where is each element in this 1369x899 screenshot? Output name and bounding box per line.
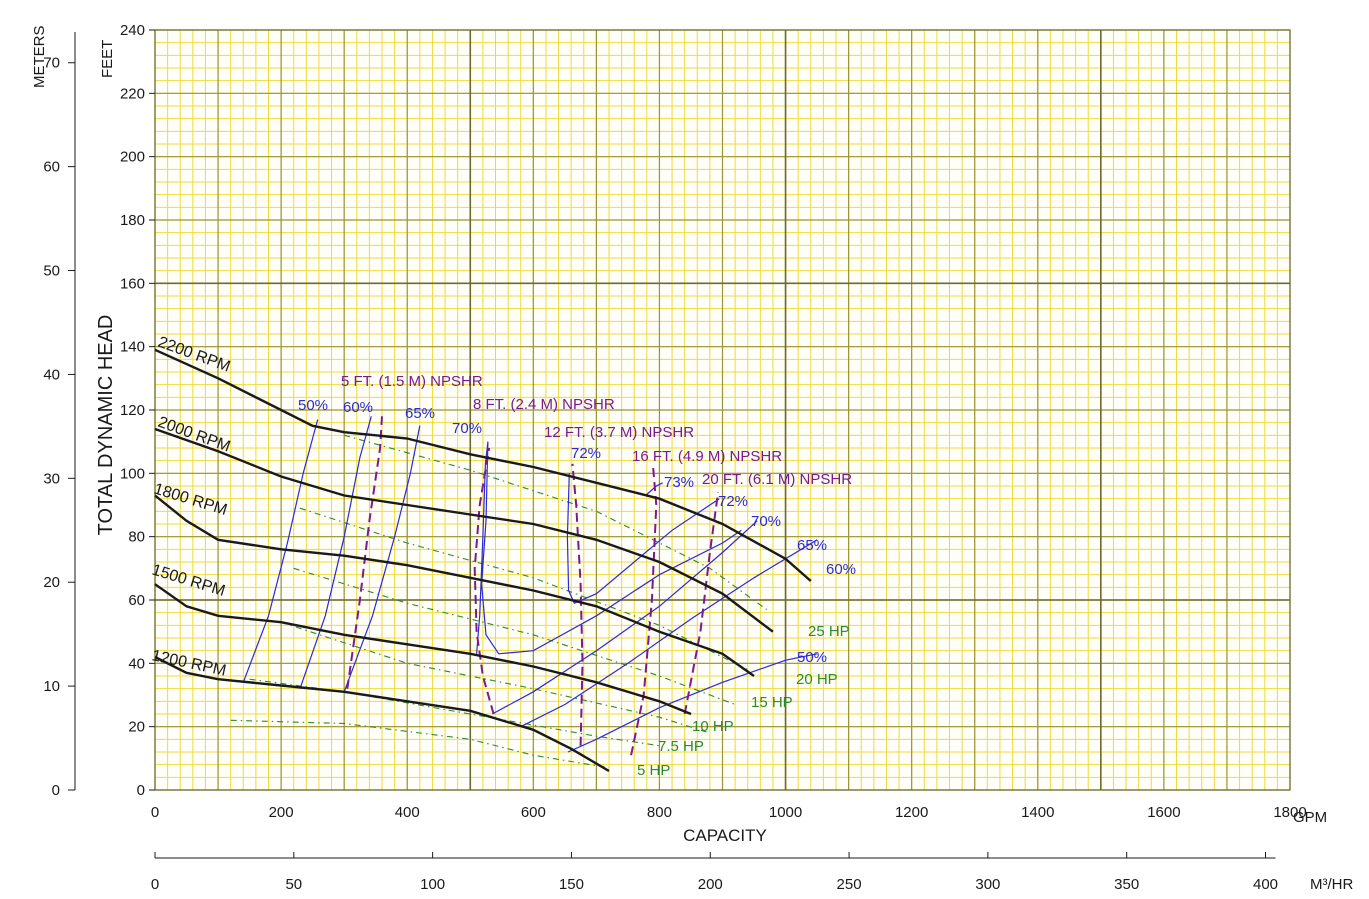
y2-tick-label: 60 bbox=[43, 159, 60, 176]
hp-label: 25 HP bbox=[808, 623, 850, 640]
x2-tick-label: 50 bbox=[285, 876, 302, 893]
y-tick-label: 180 bbox=[120, 212, 145, 229]
y-axis-title: TOTAL DYNAMIC HEAD bbox=[95, 315, 117, 536]
efficiency-label: 65% bbox=[797, 537, 827, 554]
y-tick-label: 20 bbox=[128, 719, 145, 736]
efficiency-curve bbox=[476, 441, 742, 655]
efficiency-label: 72% bbox=[571, 445, 601, 462]
y-tick-label: 0 bbox=[137, 782, 145, 799]
x2-tick-label: 250 bbox=[837, 876, 862, 893]
y2-tick-label: 30 bbox=[43, 470, 60, 487]
x2-tick-label: 300 bbox=[975, 876, 1000, 893]
x-tick-label: 1200 bbox=[895, 804, 928, 821]
curves bbox=[154, 348, 818, 773]
x-tick-label: 1000 bbox=[769, 804, 802, 821]
x-unit-label: GPM bbox=[1293, 809, 1327, 826]
efficiency-label: 73% bbox=[664, 474, 694, 491]
npshr-curve bbox=[571, 463, 584, 746]
rpm-curve bbox=[154, 655, 610, 773]
x2-tick-label: 100 bbox=[420, 876, 445, 893]
x-tick-label: 0 bbox=[151, 804, 159, 821]
x-tick-label: 1800 bbox=[1273, 804, 1306, 821]
y2-tick-label: 0 bbox=[52, 782, 60, 799]
efficiency-curve bbox=[520, 539, 818, 728]
x-tick-label: 400 bbox=[395, 804, 420, 821]
efficiency-curve bbox=[242, 419, 319, 683]
hp-curve bbox=[230, 719, 610, 769]
efficiency-curve bbox=[567, 653, 818, 753]
y2-unit-label: METERS bbox=[31, 25, 48, 88]
y-tick-label: 120 bbox=[120, 402, 145, 419]
hp-curve bbox=[344, 434, 767, 610]
hp-curve bbox=[280, 621, 711, 734]
y-unit-label: FEET bbox=[99, 40, 116, 78]
efficiency-label: 60% bbox=[343, 399, 373, 416]
y-tick-label: 200 bbox=[120, 149, 145, 166]
hp-label: 20 HP bbox=[796, 671, 838, 688]
y-tick-label: 160 bbox=[120, 275, 145, 292]
npshr-curve bbox=[630, 466, 658, 756]
hp-label: 5 HP bbox=[637, 762, 670, 779]
y-tick-label: 220 bbox=[120, 85, 145, 102]
x-tick-label: 200 bbox=[269, 804, 294, 821]
y2-tick-label: 50 bbox=[43, 263, 60, 280]
x2-unit-label: M³/HR bbox=[1310, 876, 1353, 893]
x2-tick-label: 0 bbox=[151, 876, 159, 893]
x-tick-label: 800 bbox=[647, 804, 672, 821]
x2-tick-label: 150 bbox=[559, 876, 584, 893]
efficiency-label: 60% bbox=[826, 561, 856, 578]
y-tick-label: 80 bbox=[128, 529, 145, 546]
y2-tick-label: 10 bbox=[43, 678, 60, 695]
efficiency-label: 70% bbox=[751, 513, 781, 530]
x2-tick-label: 350 bbox=[1114, 876, 1139, 893]
y-tick-label: 140 bbox=[120, 339, 145, 356]
y2-tick-label: 40 bbox=[43, 366, 60, 383]
x-tick-label: 1400 bbox=[1021, 804, 1054, 821]
y2-tick-label: 70 bbox=[43, 55, 60, 72]
efficiency-curve bbox=[299, 416, 372, 689]
npshr-curve bbox=[473, 447, 495, 715]
rpm-curve bbox=[154, 583, 692, 716]
efficiency-label: 65% bbox=[405, 405, 435, 422]
x-tick-label: 600 bbox=[521, 804, 546, 821]
hp-curve bbox=[293, 567, 736, 706]
y-tick-label: 40 bbox=[128, 655, 145, 672]
efficiency-label: 70% bbox=[452, 420, 482, 437]
x2-tick-label: 400 bbox=[1253, 876, 1278, 893]
efficiency-curve bbox=[343, 425, 421, 693]
rpm-curve bbox=[154, 494, 755, 677]
rpm-curve bbox=[154, 348, 812, 582]
npshr-label: 8 FT. (2.4 M) NPSHR bbox=[473, 396, 615, 413]
npshr-curve bbox=[346, 416, 383, 689]
npshr-label: 16 FT. (4.9 M) NPSHR bbox=[632, 448, 782, 465]
efficiency-curve bbox=[645, 482, 663, 496]
x-tick-label: 1600 bbox=[1147, 804, 1180, 821]
y-tick-label: 100 bbox=[120, 465, 145, 482]
hp-label: 15 HP bbox=[751, 694, 793, 711]
npshr-label: 5 FT. (1.5 M) NPSHR bbox=[341, 373, 483, 390]
y-tick-label: 60 bbox=[128, 592, 145, 609]
efficiency-curve bbox=[492, 520, 758, 715]
efficiency-label: 50% bbox=[298, 397, 328, 414]
hp-label: 10 HP bbox=[692, 718, 734, 735]
x-axis-title: CAPACITY bbox=[683, 826, 767, 845]
npshr-label: 20 FT. (6.1 M) NPSHR bbox=[702, 471, 852, 488]
y2-tick-label: 20 bbox=[43, 574, 60, 591]
npshr-label: 12 FT. (3.7 M) NPSHR bbox=[544, 424, 694, 441]
hp-label: 7.5 HP bbox=[658, 738, 704, 755]
hp-curve bbox=[299, 507, 748, 671]
efficiency-label: 72% bbox=[718, 493, 748, 510]
x2-tick-label: 200 bbox=[698, 876, 723, 893]
y-tick-label: 240 bbox=[120, 22, 145, 39]
efficiency-label: 50% bbox=[797, 649, 827, 666]
rpm-curve bbox=[154, 427, 774, 633]
grid bbox=[154, 29, 1291, 791]
